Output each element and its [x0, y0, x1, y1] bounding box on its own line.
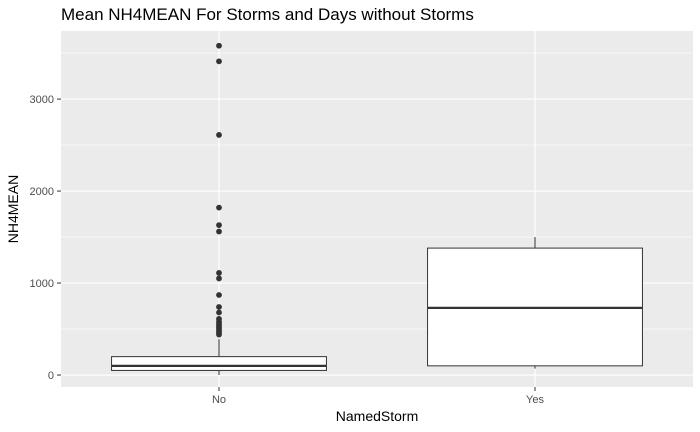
x-axis: No Yes: [212, 387, 544, 406]
outlier-point: [216, 228, 222, 235]
boxes: [111, 42, 643, 376]
outlier-point: [216, 204, 222, 211]
box-no: [111, 42, 327, 376]
x-tick-label: Yes: [526, 394, 544, 406]
x-tick-label: No: [212, 394, 226, 406]
outlier-point: [216, 331, 222, 338]
box-yes: [427, 237, 643, 369]
outlier-point: [216, 292, 222, 298]
y-tick-label: 1000: [30, 278, 54, 290]
y-tick-label: 2000: [30, 186, 54, 198]
outlier-point: [216, 270, 222, 276]
outlier-point: [216, 304, 222, 310]
outlier-point: [216, 309, 222, 316]
box-iqr: [111, 356, 327, 371]
chart-title: Mean NH4MEAN For Storms and Days without…: [61, 5, 474, 24]
outlier-point: [216, 42, 222, 49]
outlier-point: [216, 132, 222, 138]
y-tick-label: 3000: [30, 94, 54, 106]
outlier-point: [216, 275, 222, 282]
y-axis: 0 1000 2000 3000: [30, 94, 61, 382]
x-axis-title: NamedStorm: [336, 408, 418, 424]
y-axis-title: NH4MEAN: [5, 175, 21, 243]
outlier-point: [216, 222, 222, 228]
y-tick-label: 0: [48, 370, 54, 382]
outlier-point: [216, 58, 222, 65]
